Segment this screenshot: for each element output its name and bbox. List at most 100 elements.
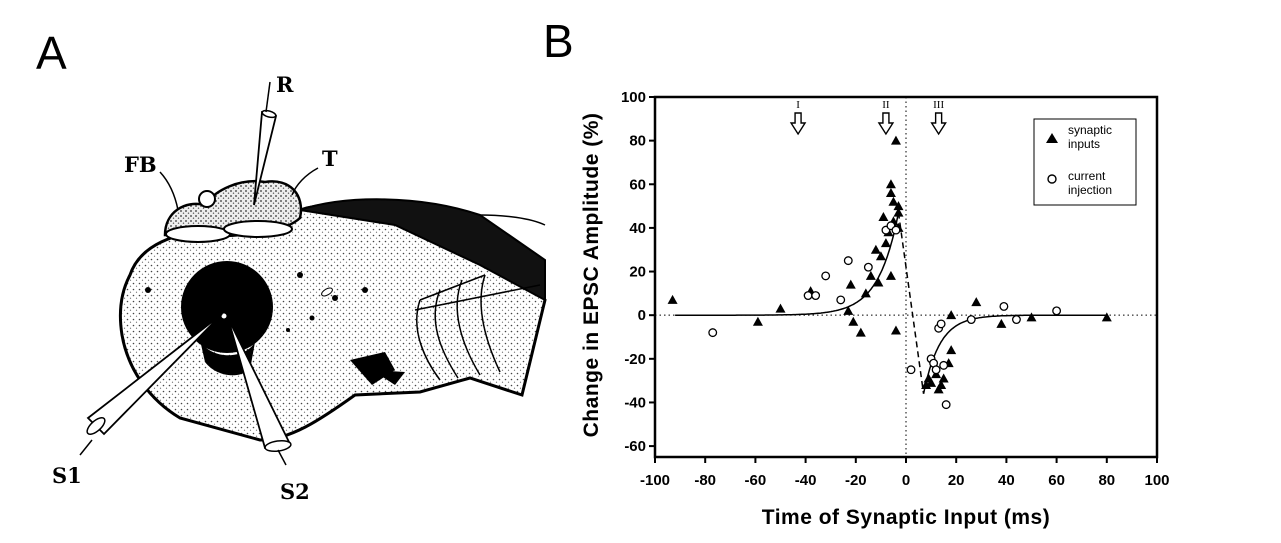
- data-point-synaptic-triangle: [843, 305, 854, 315]
- data-point-synaptic-triangle: [938, 373, 949, 383]
- data-point-synaptic-triangle: [855, 327, 866, 337]
- arrow-label: I: [796, 99, 800, 111]
- down-arrow-icon: [789, 112, 807, 136]
- data-point-synaptic-triangle: [893, 207, 904, 217]
- data-point-synaptic-triangle: [775, 303, 786, 313]
- y-tick-label: 100: [621, 89, 646, 106]
- x-tick-label: 80: [1098, 472, 1115, 489]
- data-point-synaptic-triangle: [1026, 312, 1037, 322]
- brain-lobes: [163, 179, 303, 243]
- data-point-current-circle: [891, 225, 901, 235]
- data-point-current-circle: [1052, 306, 1062, 316]
- x-tick-label: -40: [795, 472, 817, 489]
- label-t: T: [322, 146, 338, 171]
- label-fb: FB: [124, 152, 157, 177]
- stimulating-electrode-s2: [227, 317, 292, 466]
- data-point-synaptic-triangle: [946, 310, 957, 320]
- y-tick-label: 60: [629, 176, 646, 193]
- down-arrow-icon: [877, 112, 895, 136]
- y-tick-label: -40: [624, 394, 646, 411]
- data-point-synaptic-triangle: [860, 288, 871, 298]
- data-point-synaptic-triangle: [885, 179, 896, 189]
- x-tick-label: -20: [845, 472, 867, 489]
- data-point-current-circle: [941, 400, 951, 410]
- data-point-current-circle: [999, 302, 1009, 311]
- fit-curves: [675, 212, 1107, 394]
- recording-electrode-r: [253, 81, 278, 206]
- data-point-synaptic-triangle: [875, 251, 886, 261]
- tadpole-preparation-drawing: FB R T S1 S2: [52, 72, 547, 504]
- x-tick-label: 0: [902, 472, 910, 489]
- data-point-synaptic-triangle: [996, 318, 1007, 328]
- fit-curve-post: [922, 314, 1107, 394]
- data-point-synaptic-triangle: [1101, 312, 1112, 322]
- data-point-synaptic-triangle: [873, 277, 884, 287]
- x-tick-label: 20: [948, 472, 965, 489]
- down-arrow-icon: [930, 112, 947, 136]
- data-point-current-circle: [811, 291, 821, 300]
- y-axis-label: Change in EPSC Amplitude (%): [580, 113, 603, 438]
- fit-curve-transition: [897, 212, 925, 394]
- y-tick-label: -60: [624, 438, 646, 455]
- data-point-current-circle: [843, 256, 853, 266]
- label-r: R: [276, 72, 294, 97]
- data-point-current-circle: [863, 262, 873, 272]
- data-point-current-circle: [931, 365, 941, 375]
- data-point-synaptic-triangle: [893, 201, 904, 211]
- y-tick-label: 0: [638, 307, 646, 324]
- data-point-synaptic-triangle: [878, 212, 889, 221]
- x-tick-label: -80: [694, 472, 716, 489]
- muscle-segments: [414, 274, 541, 381]
- y-tick-label: 40: [629, 220, 646, 237]
- data-point-synaptic-triangle: [890, 135, 901, 145]
- x-tick-label: -60: [745, 472, 767, 489]
- data-point-current-circle: [836, 295, 846, 305]
- data-point-synaptic-triangle: [845, 279, 856, 289]
- x-axis-label: Time of Synaptic Input (ms): [762, 506, 1050, 529]
- data-point-synaptic-triangle: [890, 325, 901, 335]
- data-point-synaptic-triangle: [865, 270, 876, 280]
- leader-lines: [79, 167, 319, 456]
- data-point-current-circle: [821, 271, 831, 281]
- legend-label-synaptic: synaptic inputs: [1068, 123, 1112, 151]
- legend-box: [1033, 118, 1137, 206]
- data-point-current-circle: [803, 291, 813, 300]
- fit-curve-pre: [675, 212, 900, 316]
- data-point-synaptic-triangle: [667, 294, 678, 304]
- panel-a-letter: A: [36, 27, 67, 79]
- data-point-current-circle: [939, 360, 949, 370]
- data-point-synaptic-triangle: [752, 316, 763, 326]
- label-s1: S1: [52, 463, 82, 488]
- data-point-synaptic-triangle: [848, 316, 859, 326]
- x-tick-label: 40: [998, 472, 1015, 489]
- arrow-label: II: [882, 99, 890, 111]
- data-point-current-circle: [966, 315, 976, 324]
- data-point-synaptic-triangle: [888, 196, 899, 206]
- legend: synaptic inputs current injection: [1033, 118, 1137, 206]
- arrow-label: III: [933, 99, 944, 111]
- x-tick-label: -100: [640, 472, 670, 489]
- reference-lines: [655, 97, 1157, 457]
- y-tick-label: 20: [629, 264, 646, 281]
- data-point-synaptic-triangle: [885, 188, 896, 197]
- legend-triangle-icon: [1046, 133, 1058, 143]
- data-point-current-circle: [1011, 315, 1021, 324]
- data-point-synaptic-triangle: [926, 377, 937, 387]
- data-point-current-circle: [936, 319, 946, 329]
- axes: -100 -80 -60 -40 -20 0 20 40 60 80 100 -60 -40 -20 0 20…: [621, 89, 1170, 489]
- data-point-current-circle: [906, 365, 916, 375]
- x-tick-label: 100: [1144, 472, 1169, 489]
- data-point-synaptic-triangle: [946, 345, 957, 355]
- legend-label-current: current injection: [1068, 169, 1112, 197]
- panel-b-letter: B: [543, 15, 574, 67]
- data-point-synaptic-triangle: [936, 380, 947, 389]
- label-s2: S2: [280, 479, 310, 504]
- data-point-synaptic-triangle: [971, 297, 982, 307]
- data-points: [667, 135, 1112, 410]
- body-spots: [145, 272, 405, 385]
- data-point-current-circle: [708, 328, 718, 338]
- data-point-synaptic-triangle: [880, 238, 891, 248]
- data-point-synaptic-triangle: [885, 270, 896, 280]
- y-tick-label: -20: [624, 351, 646, 368]
